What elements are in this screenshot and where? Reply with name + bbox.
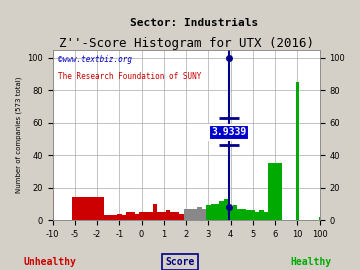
Bar	[260, 210, 264, 220]
Bar	[251, 210, 255, 220]
Bar	[188, 209, 193, 220]
Bar	[296, 82, 299, 220]
Bar	[99, 215, 104, 220]
Bar	[228, 207, 233, 220]
Bar	[215, 204, 219, 220]
Bar	[179, 214, 184, 220]
Bar	[72, 197, 78, 220]
Bar	[268, 214, 273, 220]
Bar	[193, 209, 197, 220]
Bar	[108, 215, 113, 220]
Bar	[122, 215, 126, 220]
Text: 3.9339: 3.9339	[211, 127, 247, 137]
Text: Score: Score	[165, 257, 195, 267]
Bar	[90, 197, 104, 220]
Bar	[264, 212, 268, 220]
Bar	[166, 210, 170, 220]
Bar	[153, 204, 157, 220]
Text: Healthy: Healthy	[291, 257, 332, 267]
Title: Z''-Score Histogram for UTX (2016): Z''-Score Histogram for UTX (2016)	[59, 37, 314, 50]
Bar	[242, 209, 246, 220]
Bar	[86, 197, 93, 220]
Bar	[104, 215, 108, 220]
Bar	[126, 212, 130, 220]
Bar	[51, 191, 54, 220]
Bar	[246, 210, 251, 220]
Text: The Research Foundation of SUNY: The Research Foundation of SUNY	[58, 72, 201, 81]
Text: Sector: Industrials: Sector: Industrials	[130, 18, 258, 28]
Bar	[148, 212, 153, 220]
Bar	[224, 199, 228, 220]
Bar	[233, 205, 237, 220]
Bar	[170, 212, 175, 220]
Bar	[202, 209, 206, 220]
Bar	[162, 212, 166, 220]
Text: Unhealthy: Unhealthy	[24, 257, 77, 267]
Text: ©www.textbiz.org: ©www.textbiz.org	[58, 55, 132, 64]
Y-axis label: Number of companies (573 total): Number of companies (573 total)	[15, 77, 22, 193]
Bar	[117, 214, 122, 220]
Bar	[135, 214, 139, 220]
Bar	[130, 212, 135, 220]
Bar	[219, 201, 224, 220]
Bar	[184, 209, 188, 220]
Bar	[211, 204, 215, 220]
Bar	[197, 207, 202, 220]
Bar	[144, 212, 148, 220]
Bar	[237, 209, 242, 220]
Bar	[157, 212, 162, 220]
Bar	[78, 197, 86, 220]
Bar	[268, 163, 282, 220]
Bar	[139, 212, 144, 220]
Bar	[175, 212, 179, 220]
Bar	[113, 215, 117, 220]
Bar	[206, 205, 211, 220]
Bar	[255, 212, 260, 220]
